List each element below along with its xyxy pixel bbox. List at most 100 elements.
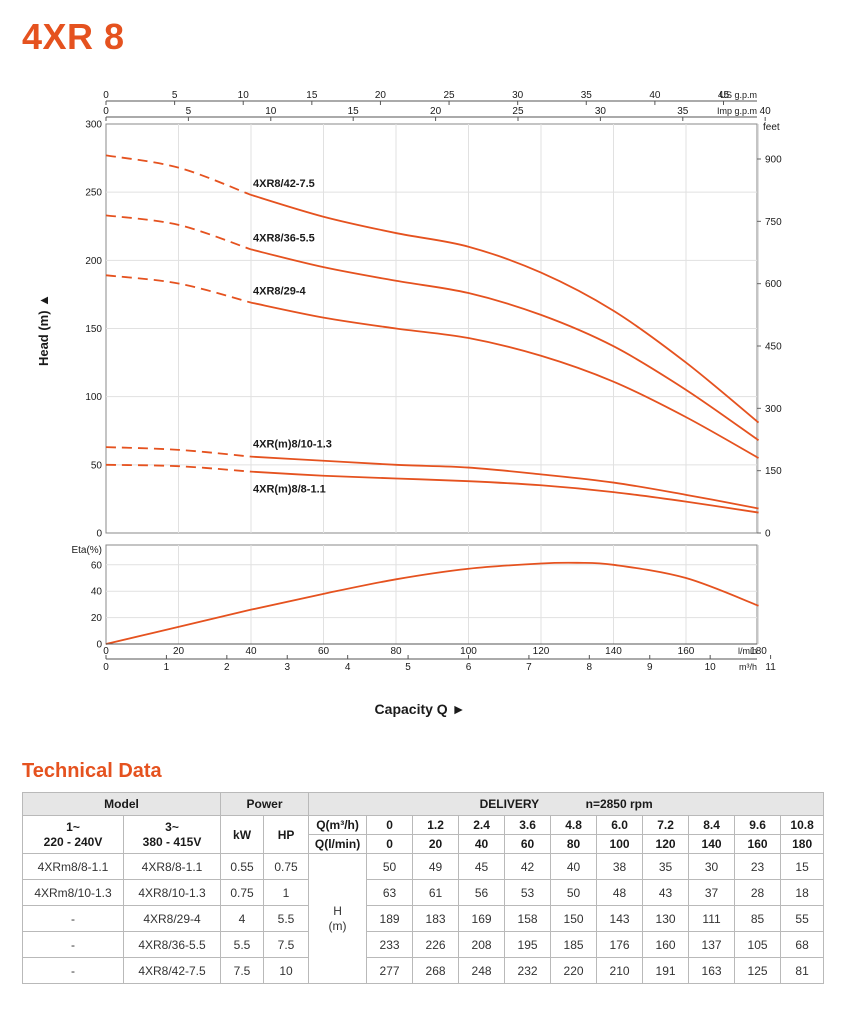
q-m3h-value: 9.6 <box>734 815 782 835</box>
us-gpm-tick-label: 20 <box>375 90 387 101</box>
q-lmin-value: 20 <box>412 834 460 854</box>
imp-gpm-tick-label: 5 <box>186 106 192 117</box>
head-value: 55 <box>780 905 825 932</box>
head-value: 40 <box>550 853 598 880</box>
phase1-symbol: 1~ <box>66 819 80 834</box>
table-row: - 4XR8/36-5.5 5.5 7.5 233 226 208 195 18… <box>22 931 825 958</box>
head-value: 15 <box>780 853 825 880</box>
model-1phase: - <box>22 931 124 958</box>
curve-label: 4XR(m)8/8-1.1 <box>253 484 326 496</box>
head-value: 42 <box>504 853 552 880</box>
q-m3h-value: 7.2 <box>642 815 690 835</box>
head-value: 35 <box>642 853 690 880</box>
q-m3h-value: 1.2 <box>412 815 460 835</box>
power-kw: 0.75 <box>220 879 265 906</box>
eta-axis-label: Eta(%) <box>71 545 102 556</box>
us-gpm-tick-label: 30 <box>512 90 524 101</box>
head-value: 185 <box>550 931 598 958</box>
power-hp: 10 <box>263 957 310 984</box>
lmin-tick-label: 20 <box>173 646 185 657</box>
phase1-header: 1~ 220 - 240V <box>22 815 124 854</box>
head-value: 268 <box>412 957 460 984</box>
m3h-tick-label: 1 <box>164 662 170 673</box>
right-tick-label: 600 <box>765 279 782 290</box>
y-tick-label: 150 <box>85 324 102 335</box>
curve-label: 4XR8/42-7.5 <box>253 178 315 190</box>
m3h-tick-label: 3 <box>284 662 290 673</box>
m3h-tick-label: 6 <box>466 662 472 673</box>
imp-gpm-tick-label: 30 <box>595 106 607 117</box>
model-1phase: - <box>22 905 124 932</box>
phase3-voltage: 380 - 415V <box>142 834 202 849</box>
head-value: 85 <box>734 905 782 932</box>
head-curve <box>250 470 759 514</box>
head-value: 37 <box>688 879 736 906</box>
head-value: 50 <box>550 879 598 906</box>
model-1phase: 4XRm8/10-1.3 <box>22 879 124 906</box>
rpm-label: n=2850 rpm <box>585 797 653 811</box>
hp-header: HP <box>263 815 310 854</box>
head-value: 18 <box>780 879 825 906</box>
head-value: 56 <box>458 879 506 906</box>
power-kw: 0.55 <box>220 853 265 880</box>
head-curve-dashed <box>105 463 252 473</box>
q-lmin-value: 40 <box>458 834 506 854</box>
y-tick-label: 50 <box>91 460 103 471</box>
power-hp: 7.5 <box>263 931 310 958</box>
head-value: 169 <box>458 905 506 932</box>
head-value: 105 <box>734 931 782 958</box>
head-curve-dashed <box>105 446 252 458</box>
lmin-tick-label: 140 <box>605 646 622 657</box>
q-lmin-value: 0 <box>366 834 414 854</box>
technical-data-table: Model Power DELIVERY n=2850 rpm 1~ 220 -… <box>21 792 825 984</box>
q-m3h-value: 6.0 <box>596 815 644 835</box>
lmin-tick-label: 80 <box>390 646 402 657</box>
head-value: 48 <box>596 879 644 906</box>
q-m3h-value: 4.8 <box>550 815 598 835</box>
head-value: 191 <box>642 957 690 984</box>
head-value: 43 <box>642 879 690 906</box>
head-value: 277 <box>366 957 414 984</box>
model-3phase: 4XR8/10-1.3 <box>122 879 222 906</box>
head-value: 220 <box>550 957 598 984</box>
lmin-axis-label: l/min <box>738 646 757 656</box>
page-title: 4XR 8 <box>22 16 125 57</box>
head-curve <box>250 248 760 442</box>
y-axis-title: Head (m) ▲ <box>36 294 51 366</box>
head-value: 232 <box>504 957 552 984</box>
curve-label: 4XR8/36-5.5 <box>253 232 315 244</box>
head-value: 50 <box>366 853 414 880</box>
imp-gpm-tick-label: 20 <box>430 106 442 117</box>
head-curve <box>250 455 759 510</box>
model-1phase: 4XRm8/8-1.1 <box>22 853 124 880</box>
head-value: 195 <box>504 931 552 958</box>
m3h-tick-label: 11 <box>765 662 776 673</box>
us-gpm-tick-label: 5 <box>172 90 178 101</box>
head-value: 248 <box>458 957 506 984</box>
power-header: Power <box>220 792 310 816</box>
m3h-tick-label: 5 <box>405 662 411 673</box>
head-unit-label: H (m) <box>308 853 368 984</box>
q-m3h-value: 3.6 <box>504 815 552 835</box>
right-tick-label: 450 <box>765 342 782 353</box>
head-value: 23 <box>734 853 782 880</box>
head-value: 49 <box>412 853 460 880</box>
q-lmin-value: 180 <box>780 834 825 854</box>
head-value: 189 <box>366 905 414 932</box>
right-tick-label: 900 <box>765 155 782 166</box>
us-gpm-tick-label: 45 <box>718 90 730 101</box>
imp-gpm-tick-label: 0 <box>103 106 109 117</box>
lmin-tick-label: 180 <box>750 646 767 657</box>
q-m3h-value: 10.8 <box>780 815 825 835</box>
m3h-tick-label: 7 <box>526 662 532 673</box>
eta-curve <box>105 561 759 645</box>
table-header-row: Model Power DELIVERY n=2850 rpm <box>21 792 825 816</box>
phase3-header: 3~ 380 - 415V <box>122 815 222 854</box>
y-tick-label: 250 <box>85 188 102 199</box>
lmin-tick-label: 0 <box>103 646 109 657</box>
head-unit: (m) <box>328 918 347 933</box>
table-header-row: 1~ 220 - 240V 3~ 380 - 415V kW HP Q(m³/h… <box>22 815 825 854</box>
head-value: 111 <box>688 905 736 932</box>
power-hp: 1 <box>263 879 310 906</box>
m3h-tick-label: 4 <box>345 662 351 673</box>
